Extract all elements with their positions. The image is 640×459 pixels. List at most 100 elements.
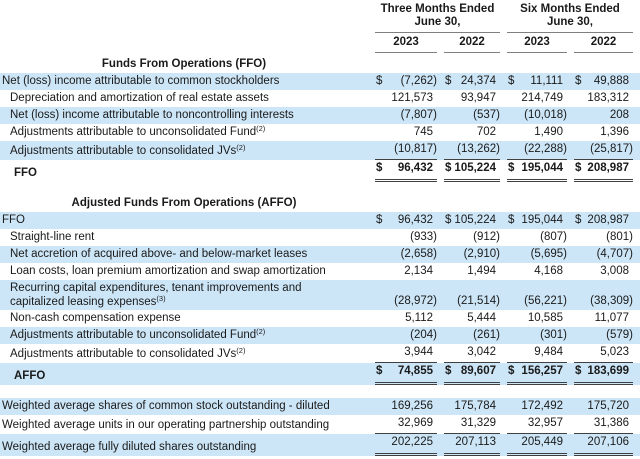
value-number: (933) bbox=[410, 231, 437, 243]
value-number: 1,490 bbox=[534, 126, 563, 138]
value-number: 745 bbox=[413, 126, 433, 138]
footnote-reference: (2) bbox=[236, 143, 246, 152]
value-cell: 172,492 bbox=[507, 398, 567, 415]
table-row: AFFO $74,855 $89,607 $156,257 $183,699 bbox=[0, 363, 640, 385]
value-cell: 205,449 bbox=[507, 434, 567, 456]
value-number: 156,257 bbox=[521, 365, 563, 377]
table-row: Loan costs, loan premium amortization an… bbox=[0, 263, 640, 280]
row-label-text: Adjustments attributable to unconsolidat… bbox=[10, 126, 257, 138]
value-cell: 9,484 bbox=[507, 344, 567, 363]
value-number: 32,969 bbox=[397, 417, 433, 429]
value-cell: (38,309) bbox=[574, 293, 633, 310]
value-cell: 3,042 bbox=[444, 344, 500, 363]
value-number: 89,607 bbox=[460, 365, 496, 377]
value-number: 5,023 bbox=[600, 346, 629, 358]
value-cell: 10,585 bbox=[507, 310, 567, 327]
table-row: FFO $96,432 $105,224 $195,044 $208,987 bbox=[0, 160, 640, 182]
value-number: 11,077 bbox=[594, 312, 629, 324]
row-label-text: Weighted average fully diluted shares ou… bbox=[2, 441, 257, 453]
currency-symbol: $ bbox=[508, 365, 515, 377]
row-label: FFO bbox=[0, 165, 368, 182]
value-number: 175,784 bbox=[454, 400, 496, 412]
value-cell: 1,396 bbox=[574, 124, 633, 141]
value-cell: (21,514) bbox=[444, 293, 500, 310]
value-number: (5,695) bbox=[530, 248, 567, 260]
value-cell: $208,987 bbox=[574, 160, 633, 182]
value-number: 121,573 bbox=[391, 92, 433, 104]
row-label: FFO bbox=[0, 212, 368, 229]
table-row: Net (loss) income attributable to noncon… bbox=[0, 107, 640, 124]
value-cell: 2,134 bbox=[375, 263, 437, 280]
row-label-text: AFFO bbox=[14, 370, 46, 382]
table-row: Weighted average shares of common stock … bbox=[0, 398, 640, 415]
value-cell: (537) bbox=[444, 107, 500, 124]
row-label: Net (loss) income attributable to common… bbox=[0, 73, 368, 90]
row-label: Weighted average units in our operating … bbox=[0, 417, 368, 434]
row-label: Adjustments attributable to unconsolidat… bbox=[0, 124, 368, 141]
value-cell: 5,444 bbox=[444, 310, 500, 327]
currency-symbol: $ bbox=[575, 162, 582, 174]
row-label: Net (loss) income attributable to noncon… bbox=[0, 107, 368, 124]
value-number: 32,957 bbox=[527, 417, 563, 429]
value-number: (13,262) bbox=[457, 143, 500, 155]
value-cell: 175,720 bbox=[574, 398, 633, 415]
currency-symbol: $ bbox=[376, 162, 383, 174]
row-label: Loan costs, loan premium amortization an… bbox=[0, 263, 368, 280]
value-cell: $105,224 bbox=[444, 160, 500, 182]
table-row: Non-cash compensation expense 5,112 5,444 1… bbox=[0, 310, 640, 327]
value-cell: (801) bbox=[574, 229, 633, 246]
value-cell: $195,044 bbox=[507, 212, 567, 229]
value-cell: (4,707) bbox=[574, 246, 633, 263]
value-number: 96,432 bbox=[397, 162, 433, 174]
column-header-year: 2023 bbox=[375, 35, 437, 53]
value-cell: (912) bbox=[444, 229, 500, 246]
value-number: 4,168 bbox=[534, 265, 563, 277]
table-row: Adjustments attributable to unconsolidat… bbox=[0, 327, 640, 344]
value-number: (261) bbox=[473, 329, 500, 341]
value-number: 9,484 bbox=[534, 346, 563, 358]
value-cell: 169,256 bbox=[375, 398, 437, 415]
value-number: (579) bbox=[606, 329, 633, 341]
value-number: (2,910) bbox=[463, 248, 500, 260]
value-cell: 1,490 bbox=[507, 124, 567, 141]
value-cell: 32,957 bbox=[507, 415, 567, 434]
section-gap bbox=[0, 385, 640, 398]
table-body: Funds From Operations (FFO) Net (loss) in… bbox=[0, 56, 640, 456]
value-cell: $89,607 bbox=[444, 363, 500, 385]
currency-symbol: $ bbox=[508, 162, 515, 174]
value-number: 5,444 bbox=[467, 312, 496, 324]
value-number: 205,449 bbox=[521, 436, 563, 448]
value-number: 10,585 bbox=[527, 312, 563, 324]
table-row: Adjustments attributable to consolidated… bbox=[0, 344, 640, 363]
value-cell: (807) bbox=[507, 229, 567, 246]
value-cell: 207,113 bbox=[444, 434, 500, 456]
currency-symbol: $ bbox=[445, 365, 452, 377]
value-cell: (10,817) bbox=[375, 141, 437, 160]
value-number: 169,256 bbox=[391, 400, 433, 412]
column-group-header-row: Three Months Ended June 30, Six Months E… bbox=[0, 3, 640, 33]
value-cell: (22,288) bbox=[507, 141, 567, 160]
value-cell: (5,695) bbox=[507, 246, 567, 263]
value-number: 49,888 bbox=[593, 75, 629, 87]
value-cell: $105,224 bbox=[444, 212, 500, 229]
value-number: (7,262) bbox=[400, 75, 437, 87]
value-cell: (204) bbox=[375, 327, 437, 344]
value-number: (7,807) bbox=[400, 109, 437, 121]
value-cell: $156,257 bbox=[507, 363, 567, 385]
value-cell: 175,784 bbox=[444, 398, 500, 415]
value-number: 31,386 bbox=[593, 417, 629, 429]
row-label-text: Loan costs, loan premium amortization an… bbox=[10, 265, 326, 277]
table-row: Weighted average units in our operating … bbox=[0, 415, 640, 434]
value-number: (25,817) bbox=[590, 143, 633, 155]
value-number: 207,113 bbox=[455, 436, 496, 448]
row-label-text: Straight-line rent bbox=[10, 231, 95, 243]
row-label-text: Weighted average shares of common stock … bbox=[2, 400, 330, 412]
currency-symbol: $ bbox=[575, 365, 582, 377]
table-row: Adjustments attributable to unconsolidat… bbox=[0, 124, 640, 141]
row-label: Non-cash compensation expense bbox=[0, 310, 368, 327]
value-number: (28,972) bbox=[394, 295, 437, 307]
value-cell: 702 bbox=[444, 124, 500, 141]
value-number: (56,221) bbox=[524, 295, 567, 307]
column-header-year: 2022 bbox=[444, 35, 500, 53]
